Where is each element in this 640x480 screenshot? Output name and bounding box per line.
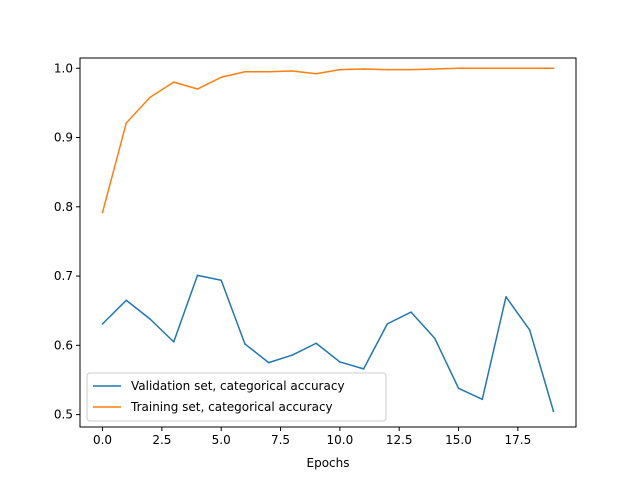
- x-axis-label: Epochs: [307, 456, 350, 470]
- y-tick-label: 1.0: [54, 61, 73, 75]
- data-point: [125, 299, 128, 302]
- data-point: [457, 67, 460, 70]
- x-tick-label: 12.5: [386, 433, 413, 447]
- x-tick-label: 0.0: [93, 433, 112, 447]
- data-point: [434, 68, 436, 70]
- data-point: [149, 96, 151, 99]
- data-point: [220, 279, 222, 281]
- data-point: [315, 73, 317, 75]
- y-tick-label: 0.7: [54, 269, 73, 283]
- x-tick-label: 17.5: [504, 433, 531, 447]
- x-tick-label: 5.0: [212, 433, 231, 447]
- data-point: [410, 311, 412, 313]
- x-tick-label: 10.0: [327, 433, 354, 447]
- data-point: [244, 70, 246, 73]
- x-tick-label: 2.5: [152, 433, 171, 447]
- y-tick-label: 0.9: [54, 131, 73, 145]
- data-point: [362, 368, 365, 370]
- data-point: [101, 211, 104, 214]
- data-point: [386, 323, 389, 325]
- data-point: [172, 341, 175, 343]
- y-tick-label: 0.6: [54, 338, 73, 352]
- series-line-0: [101, 274, 555, 413]
- x-axis: 0.0 2.5 5.0 7.5 10.0 12.5 15.0 17.5: [93, 427, 531, 447]
- data-point: [315, 342, 317, 345]
- series-layer: [101, 67, 555, 413]
- y-axis: 0.5 0.6 0.7 0.8 0.9 1.0: [54, 61, 80, 422]
- series-line-1: [101, 67, 555, 214]
- legend-label: Validation set, categorical accuracy: [131, 379, 345, 393]
- data-point: [434, 337, 436, 340]
- y-tick-label: 0.8: [54, 200, 73, 214]
- legend-box: [86, 372, 387, 422]
- data-point: [362, 68, 365, 70]
- legend-label: Training set, categorical accuracy: [130, 400, 333, 414]
- data-point: [528, 67, 531, 70]
- data-point: [291, 70, 294, 72]
- x-tick-label: 7.5: [271, 433, 290, 447]
- data-point: [149, 318, 151, 320]
- data-point: [410, 68, 412, 71]
- data-point: [552, 410, 555, 412]
- data-point: [196, 274, 199, 277]
- data-point: [101, 323, 104, 325]
- data-point: [339, 68, 341, 71]
- data-point: [481, 67, 484, 70]
- data-point: [386, 68, 389, 71]
- data-point: [267, 361, 270, 364]
- data-point: [505, 67, 507, 70]
- data-point: [339, 361, 341, 363]
- data-point: [267, 70, 270, 73]
- data-point: [481, 398, 484, 401]
- data-point: [220, 76, 222, 79]
- data-point: [291, 354, 294, 356]
- data-point: [172, 81, 175, 83]
- y-tick-label: 0.5: [54, 408, 73, 422]
- data-point: [457, 387, 460, 390]
- data-point: [528, 329, 531, 331]
- legend: Validation set, categorical accuracy Trai…: [86, 372, 387, 422]
- x-tick-label: 15.0: [445, 433, 472, 447]
- data-point: [505, 296, 507, 298]
- data-point: [196, 88, 199, 90]
- data-point: [244, 343, 246, 345]
- axes-frame: [79, 57, 577, 428]
- data-point: [125, 122, 128, 124]
- data-point: [552, 67, 555, 70]
